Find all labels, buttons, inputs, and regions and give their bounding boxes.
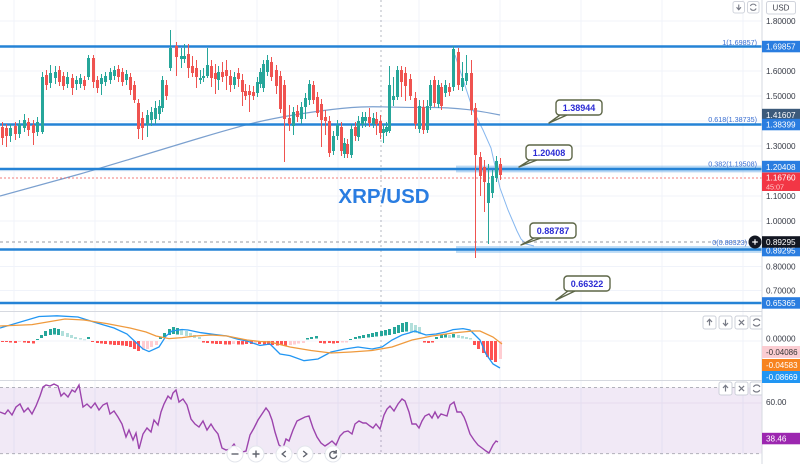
- svg-text:-0.08669: -0.08669: [766, 373, 798, 382]
- svg-text:0.89295: 0.89295: [766, 247, 796, 256]
- svg-text:0.382(1.19508): 0.382(1.19508): [708, 160, 757, 169]
- svg-text:1.41607: 1.41607: [766, 111, 796, 120]
- svg-text:1.50000: 1.50000: [766, 92, 796, 101]
- svg-text:1.38944: 1.38944: [563, 103, 596, 113]
- svg-text:1.60000: 1.60000: [766, 67, 796, 76]
- svg-text:45:07: 45:07: [766, 183, 784, 192]
- svg-text:-0.04583: -0.04583: [766, 361, 798, 370]
- svg-text:0.80000: 0.80000: [766, 262, 796, 271]
- svg-text:1.30000: 1.30000: [766, 142, 796, 151]
- svg-text:1.69857: 1.69857: [766, 43, 796, 52]
- svg-text:1(1.69857): 1(1.69857): [722, 38, 757, 47]
- svg-text:0.66322: 0.66322: [571, 279, 604, 289]
- svg-text:1.16760: 1.16760: [766, 174, 796, 183]
- svg-text:60.00: 60.00: [766, 398, 787, 407]
- svg-text:1.80000: 1.80000: [766, 17, 796, 26]
- svg-text:38.46: 38.46: [766, 435, 787, 444]
- svg-text:0.89295: 0.89295: [766, 238, 796, 247]
- svg-text:0(0.88323): 0(0.88323): [712, 238, 747, 247]
- svg-text:0.70000: 0.70000: [766, 286, 796, 295]
- svg-text:1.00000: 1.00000: [766, 217, 796, 226]
- svg-text:0.65365: 0.65365: [766, 299, 796, 308]
- svg-text:-0.04086: -0.04086: [766, 348, 798, 357]
- svg-text:0.00000: 0.00000: [766, 334, 796, 343]
- svg-text:1.10000: 1.10000: [766, 192, 796, 201]
- svg-text:0.88787: 0.88787: [537, 226, 570, 236]
- svg-text:1.20408: 1.20408: [766, 163, 796, 172]
- svg-text:1.20408: 1.20408: [533, 148, 566, 158]
- svg-text:XRP/USD: XRP/USD: [338, 185, 429, 208]
- svg-text:1.38399: 1.38399: [766, 121, 796, 130]
- svg-text:USD: USD: [773, 4, 790, 13]
- svg-text:0.618(1.38735): 0.618(1.38735): [708, 115, 757, 124]
